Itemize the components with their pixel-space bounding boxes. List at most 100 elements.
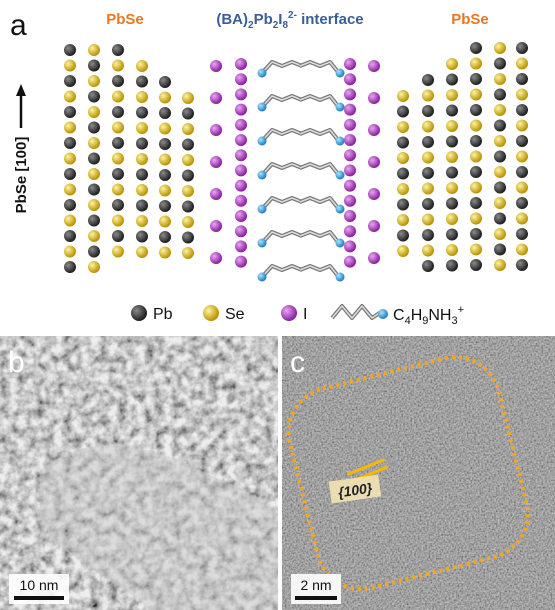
atom [494,259,506,271]
atom [235,58,247,70]
atom [494,151,506,163]
atom [112,199,124,211]
ligand-n [336,137,345,146]
atom [136,169,148,181]
ligand-n [258,137,267,146]
atom [446,244,458,256]
atom [64,261,76,273]
legend-sub: 3 [451,315,457,327]
atom [397,106,409,118]
atom [159,92,171,104]
atom [112,184,124,196]
atom [159,123,171,135]
atom [88,122,100,134]
page: a PbSe (BA)2Pb2I82- interface PbSe PbSe … [0,0,555,610]
atom [112,91,124,103]
atom [136,153,148,165]
atom [446,151,458,163]
title-part: interface [297,11,364,28]
atom [235,164,247,176]
atom [470,182,482,194]
atom [64,215,76,227]
atom [88,91,100,103]
atom [494,42,506,54]
atom [516,73,528,85]
atoms [64,42,528,282]
legend-label: Se [225,306,245,323]
atom [159,107,171,119]
axis-arrow-head [16,84,26,96]
atom [88,246,100,258]
atom [422,214,434,226]
atom [368,188,380,200]
ligand-n [336,273,345,282]
atom [136,215,148,227]
title-sup: 2- [288,10,297,21]
atom [494,166,506,178]
atom [64,199,76,211]
ligand-n [336,239,345,248]
atom [182,232,194,244]
atom [344,149,356,161]
atom [64,184,76,196]
atom [88,153,100,165]
atom [422,152,434,164]
atom [136,184,148,196]
atom [516,166,528,178]
atom [112,230,124,242]
atom [422,245,434,257]
atom [494,135,506,147]
atom [397,137,409,149]
atom [397,230,409,242]
atom [112,215,124,227]
atom [470,42,482,54]
atom [470,104,482,116]
atom [494,228,506,240]
atom [368,156,380,168]
atom [88,261,100,273]
atom [470,151,482,163]
atom [516,42,528,54]
atom [64,122,76,134]
atom [159,247,171,259]
ligand-n [336,205,345,214]
atom [159,138,171,150]
atom [235,134,247,146]
atom [470,259,482,271]
atom [235,225,247,237]
atom [422,121,434,133]
atom [470,120,482,132]
atom [88,75,100,87]
atom [210,252,222,264]
atom [64,44,76,56]
title-left: PbSe [106,11,144,28]
atom [516,197,528,209]
ligand-n [258,239,267,248]
title-sub: 8 [282,20,288,31]
legend-sup: + [458,304,464,316]
atom [210,156,222,168]
atom [88,215,100,227]
atom [446,74,458,86]
legend-label: Pb [153,306,173,323]
atom [344,119,356,131]
atom [422,74,434,86]
atom [112,44,124,56]
atom [235,195,247,207]
atom [470,228,482,240]
atom [446,136,458,148]
legend-part: C [393,307,405,324]
atom [470,213,482,225]
atom [159,169,171,181]
figure: a PbSe (BA)2Pb2I82- interface PbSe PbSe … [0,0,555,610]
atom [235,73,247,85]
atom [235,180,247,192]
atom [112,153,124,165]
atom [422,105,434,117]
legend-swatch [131,305,147,321]
atom [182,185,194,197]
atom [64,153,76,165]
atom [494,197,506,209]
title-center: (BA)2Pb2I82- interface [216,10,363,31]
atom [136,107,148,119]
